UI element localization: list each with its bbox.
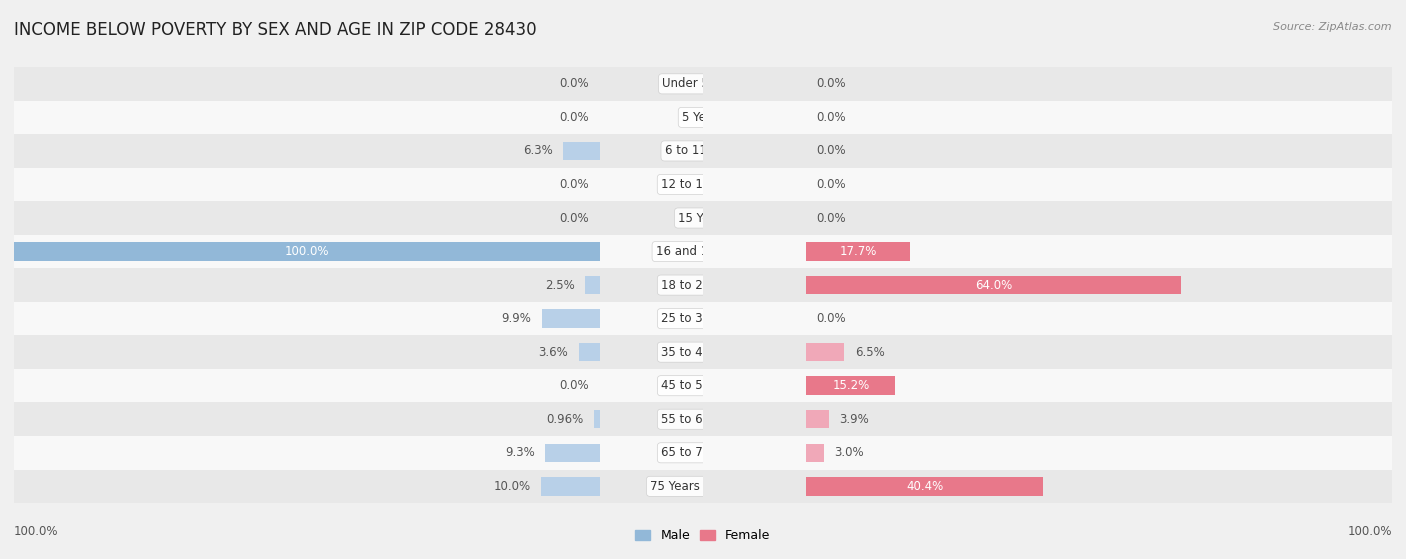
Text: 3.6%: 3.6% xyxy=(538,345,568,359)
Text: 16 and 17 Years: 16 and 17 Years xyxy=(655,245,751,258)
Text: 18 to 24 Years: 18 to 24 Years xyxy=(661,278,745,292)
Bar xyxy=(703,268,1392,302)
Bar xyxy=(703,168,1392,201)
Bar xyxy=(807,410,830,428)
Bar xyxy=(14,67,703,101)
Bar xyxy=(541,310,599,328)
Bar xyxy=(546,444,599,462)
Bar xyxy=(807,343,845,361)
Bar xyxy=(703,201,1392,235)
Text: 15 Years: 15 Years xyxy=(678,211,728,225)
Legend: Male, Female: Male, Female xyxy=(630,524,776,547)
Text: 3.0%: 3.0% xyxy=(834,446,863,459)
Text: 0.0%: 0.0% xyxy=(560,77,589,91)
Text: 0.0%: 0.0% xyxy=(560,211,589,225)
Text: 5 Years: 5 Years xyxy=(682,111,724,124)
Text: 0.0%: 0.0% xyxy=(560,379,589,392)
Text: 17.7%: 17.7% xyxy=(839,245,877,258)
Bar xyxy=(703,335,1392,369)
Text: 0.0%: 0.0% xyxy=(817,178,846,191)
Text: 100.0%: 100.0% xyxy=(14,525,59,538)
Text: 75 Years and over: 75 Years and over xyxy=(650,480,756,493)
Bar xyxy=(595,410,599,428)
Bar xyxy=(807,444,824,462)
Bar xyxy=(703,67,1392,101)
Bar xyxy=(14,101,703,134)
Text: 0.96%: 0.96% xyxy=(547,413,583,426)
Bar xyxy=(579,343,599,361)
Bar xyxy=(703,101,1392,134)
Bar xyxy=(807,477,1043,496)
Bar xyxy=(703,235,1392,268)
Bar xyxy=(703,402,1392,436)
Bar xyxy=(14,201,703,235)
Text: 55 to 64 Years: 55 to 64 Years xyxy=(661,413,745,426)
Text: 100.0%: 100.0% xyxy=(1347,525,1392,538)
Bar xyxy=(14,168,703,201)
Text: 3.9%: 3.9% xyxy=(839,413,869,426)
Bar xyxy=(14,369,703,402)
Text: 6.5%: 6.5% xyxy=(855,345,884,359)
Bar xyxy=(14,134,703,168)
Bar xyxy=(14,335,703,369)
Bar xyxy=(703,470,1392,503)
Bar xyxy=(541,477,599,496)
Bar xyxy=(807,243,910,260)
Bar xyxy=(14,235,703,268)
Bar xyxy=(14,470,703,503)
Bar xyxy=(807,276,1181,294)
Text: 0.0%: 0.0% xyxy=(817,312,846,325)
Text: 6 to 11 Years: 6 to 11 Years xyxy=(665,144,741,158)
Bar xyxy=(585,276,599,294)
Text: 15.2%: 15.2% xyxy=(832,379,869,392)
Text: 9.9%: 9.9% xyxy=(502,312,531,325)
Text: 12 to 14 Years: 12 to 14 Years xyxy=(661,178,745,191)
Text: 0.0%: 0.0% xyxy=(560,178,589,191)
Text: 0.0%: 0.0% xyxy=(560,111,589,124)
Bar xyxy=(14,436,703,470)
Text: INCOME BELOW POVERTY BY SEX AND AGE IN ZIP CODE 28430: INCOME BELOW POVERTY BY SEX AND AGE IN Z… xyxy=(14,21,537,39)
Bar xyxy=(807,377,896,395)
Bar xyxy=(14,268,703,302)
Text: 35 to 44 Years: 35 to 44 Years xyxy=(661,345,745,359)
Text: 100.0%: 100.0% xyxy=(284,245,329,258)
Text: 0.0%: 0.0% xyxy=(817,77,846,91)
Text: 10.0%: 10.0% xyxy=(494,480,531,493)
Text: 0.0%: 0.0% xyxy=(817,111,846,124)
Bar xyxy=(14,243,599,260)
Bar xyxy=(703,302,1392,335)
Text: Source: ZipAtlas.com: Source: ZipAtlas.com xyxy=(1274,22,1392,32)
Bar xyxy=(562,142,599,160)
Text: Under 5 Years: Under 5 Years xyxy=(662,77,744,91)
Text: 0.0%: 0.0% xyxy=(817,211,846,225)
Text: 40.4%: 40.4% xyxy=(905,480,943,493)
Text: 25 to 34 Years: 25 to 34 Years xyxy=(661,312,745,325)
Bar xyxy=(14,402,703,436)
Bar xyxy=(14,302,703,335)
Text: 64.0%: 64.0% xyxy=(976,278,1012,292)
Text: 65 to 74 Years: 65 to 74 Years xyxy=(661,446,745,459)
Text: 9.3%: 9.3% xyxy=(505,446,534,459)
Bar xyxy=(703,369,1392,402)
Text: 6.3%: 6.3% xyxy=(523,144,553,158)
Bar xyxy=(703,436,1392,470)
Text: 45 to 54 Years: 45 to 54 Years xyxy=(661,379,745,392)
Text: 2.5%: 2.5% xyxy=(546,278,575,292)
Text: 0.0%: 0.0% xyxy=(817,144,846,158)
Bar xyxy=(703,134,1392,168)
